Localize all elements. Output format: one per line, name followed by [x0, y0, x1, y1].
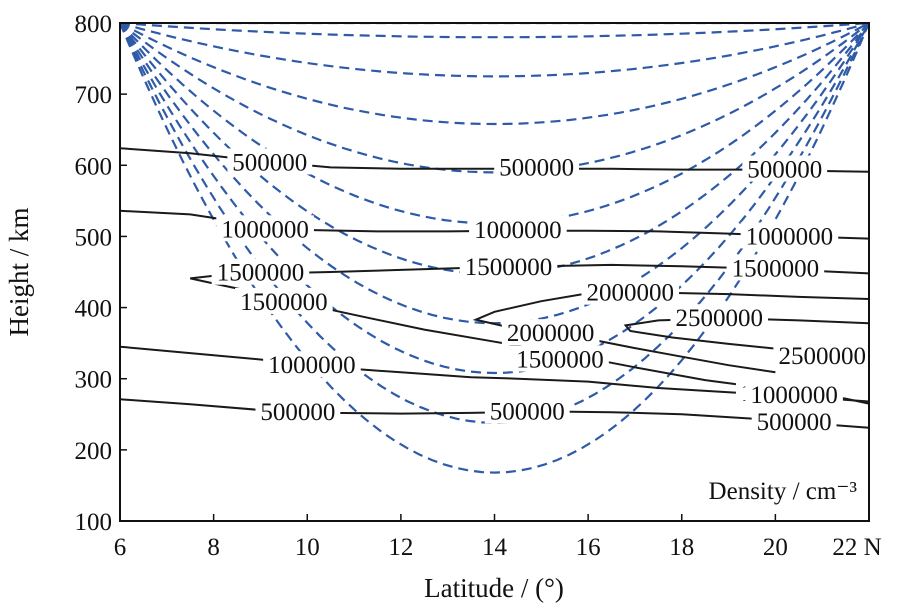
- x-tick-label: 6: [114, 534, 127, 561]
- contour-label: 2000000: [507, 320, 595, 347]
- contour-label: 1000000: [221, 216, 309, 243]
- x-tick-label: 8: [207, 534, 220, 561]
- y-tick-label: 600: [75, 153, 113, 180]
- y-tick-label: 100: [75, 509, 113, 536]
- contour-label: 1000000: [746, 223, 834, 250]
- contour-label: 500000: [490, 398, 565, 425]
- contour-label-background: [581, 278, 680, 305]
- x-axis-title: Latitude / (°): [424, 573, 564, 603]
- x-axis: 6 8 10 12 14 16 18 20 22 N: [114, 514, 882, 561]
- contour-label: 2500000: [778, 343, 866, 370]
- y-tick-label: 200: [75, 438, 113, 465]
- contour-label: 500000: [757, 409, 832, 436]
- x-tick-label: 12: [388, 534, 413, 561]
- x-tick-label: 16: [576, 534, 601, 561]
- contour-label-background: [469, 216, 567, 243]
- contour-label: 1500000: [732, 255, 820, 282]
- x-tick-label: 14: [482, 534, 508, 561]
- contour-label: 1500000: [240, 289, 328, 316]
- y-tick-label: 300: [75, 367, 113, 394]
- field-line: [120, 23, 869, 78]
- density-annotation: Density / cm⁻³: [709, 478, 858, 505]
- contour-label-background: [484, 397, 570, 424]
- contour-label: 1000000: [750, 382, 838, 409]
- contour-label-background: [211, 258, 310, 285]
- x-tick-label: 22 N: [832, 534, 881, 561]
- contour-label: 500000: [260, 399, 335, 426]
- contour-label-background: [501, 319, 600, 346]
- contour-label-background: [494, 153, 580, 180]
- density-contour: [472, 291, 869, 374]
- contour-label: 2500000: [675, 305, 763, 332]
- x-tick-label: 18: [669, 534, 694, 561]
- contour-label-background: [459, 253, 558, 280]
- contour-label-background: [742, 155, 828, 182]
- contour-label: 1000000: [268, 352, 356, 379]
- contour-label-background: [227, 148, 313, 175]
- field-line: [120, 23, 869, 39]
- contour-label: 1500000: [516, 347, 604, 374]
- contour-label-background: [670, 304, 768, 331]
- x-tick-label: 20: [763, 534, 788, 561]
- contour-label: 500000: [747, 157, 822, 184]
- contour-label-background: [740, 222, 839, 249]
- field-line: [120, 23, 869, 126]
- contour-label: 1500000: [465, 254, 553, 281]
- y-tick-label: 400: [75, 296, 113, 323]
- contour-label: 2000000: [587, 280, 675, 307]
- field-line: [120, 23, 869, 174]
- y-axis: 100 200 300 400 500 600 700 800: [75, 11, 127, 536]
- contour-label-background: [726, 254, 825, 281]
- contour-label: 1000000: [474, 217, 562, 244]
- y-tick-label: 700: [75, 82, 113, 109]
- contour-label-background: [235, 287, 333, 314]
- contour-label: 1500000: [217, 260, 305, 287]
- y-tick-label: 800: [75, 11, 113, 38]
- contour-label-background: [745, 381, 843, 408]
- contour-label-background: [773, 341, 871, 368]
- contour-label-background: [751, 408, 837, 435]
- contour-label-background: [263, 351, 361, 378]
- y-axis-title: Height / km: [4, 208, 34, 337]
- x-tick-label: 10: [295, 534, 320, 561]
- contour-label-background: [511, 345, 609, 372]
- contour-label: 500000: [232, 149, 307, 176]
- contour-label: 500000: [499, 154, 574, 181]
- y-tick-label: 500: [75, 224, 113, 251]
- contour-label-background: [216, 215, 314, 242]
- contour-label-background: [255, 398, 341, 425]
